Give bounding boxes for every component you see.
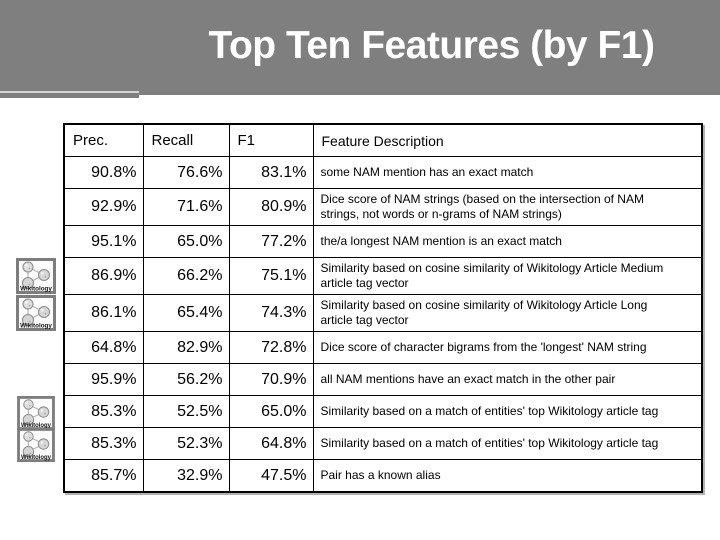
globe-node: [37, 405, 50, 418]
cell-precision: 95.9%: [63, 363, 144, 396]
wikitology-icon-label: Wikitology: [21, 454, 52, 460]
cell-feature-description: Dice score of NAM strings (based on the …: [312, 188, 703, 226]
cell-feature-description: the/a longest NAM mention is an exact ma…: [312, 225, 703, 258]
cell-recall: 65.4%: [142, 294, 230, 332]
cell-feature-description: Pair has a known alias: [312, 459, 703, 493]
table-row: 85.3% 52.3% 64.8% Similarity based on a …: [63, 427, 703, 460]
globe-node: [22, 413, 35, 425]
wikitology-icon-graphic: Wikitology: [17, 395, 55, 430]
cell-feature-description: some NAM mention has an exact match: [312, 156, 703, 189]
cell-precision: 95.1%: [63, 225, 144, 258]
table-row: 64.8% 82.9% 72.8% Dice score of characte…: [63, 331, 703, 364]
header-feature-description: Feature Description: [312, 123, 703, 157]
wikitology-icon: Wikitology: [16, 294, 56, 331]
features-table: Prec. Recall F1 Feature Description 90.8…: [63, 123, 703, 493]
cell-f1: 77.2%: [228, 225, 314, 258]
cell-f1: 72.8%: [228, 331, 314, 364]
cell-f1: 75.1%: [228, 257, 314, 295]
slide-title: Top Ten Features (by F1): [208, 24, 655, 67]
cell-recall: 65.0%: [142, 225, 230, 258]
table-row: 95.1% 65.0% 77.2% the/a longest NAM ment…: [63, 225, 703, 258]
globe-node: [22, 276, 34, 289]
cell-precision: 64.8%: [63, 331, 144, 364]
cell-recall: 52.3%: [142, 427, 230, 460]
globe-node: [22, 261, 34, 272]
accent-tab: [0, 95, 139, 98]
cell-f1: 64.8%: [228, 427, 314, 460]
globe-node: [23, 398, 34, 410]
cell-feature-description: all NAM mentions have an exact match in …: [312, 363, 703, 396]
cell-precision: 85.3%: [63, 427, 144, 460]
header-f1: F1: [228, 123, 314, 157]
globe-node: [23, 430, 34, 442]
table-row: 86.1% 65.4% 74.3% Similarity based on co…: [63, 294, 703, 332]
globe-node: [38, 305, 50, 318]
cell-precision: 90.8%: [63, 156, 144, 189]
cell-recall: 52.5%: [142, 395, 230, 428]
wikitology-icon-label: Wikitology: [20, 285, 52, 292]
cell-precision: 92.9%: [63, 188, 144, 226]
wikitology-icon-graphic: Wikitology: [16, 294, 56, 331]
wikitology-icon: Wikitology: [16, 257, 56, 294]
cell-f1: 74.3%: [228, 294, 314, 332]
header-recall: Recall: [142, 123, 230, 157]
cell-recall: 56.2%: [142, 363, 230, 396]
title-band: [0, 0, 720, 95]
globe-node: [38, 268, 50, 281]
cell-feature-description: Similarity based on cosine similarity of…: [312, 294, 703, 332]
cell-recall: 82.9%: [142, 331, 230, 364]
table-row: 90.8% 76.6% 83.1% some NAM mention has a…: [63, 156, 703, 189]
wikitology-icon-label: Wikitology: [21, 422, 52, 428]
table-row: 85.3% 52.5% 65.0% Similarity based on a …: [63, 395, 703, 428]
wikitology-icon-label: Wikitology: [20, 322, 52, 329]
cell-precision: 86.9%: [63, 257, 144, 295]
wikitology-icon: Wikitology: [16, 427, 56, 462]
cell-precision: 85.7%: [63, 459, 144, 493]
table-row: 95.9% 56.2% 70.9% all NAM mentions have …: [63, 363, 703, 396]
accent-line: [0, 91, 139, 93]
wikitology-icon: Wikitology: [16, 395, 56, 430]
header-prec: Prec.: [63, 123, 144, 157]
cell-f1: 47.5%: [228, 459, 314, 493]
cell-f1: 65.0%: [228, 395, 314, 428]
cell-f1: 83.1%: [228, 156, 314, 189]
table-row: 92.9% 71.6% 80.9% Dice score of NAM stri…: [63, 188, 703, 226]
cell-feature-description: Dice score of character bigrams from the…: [312, 331, 703, 364]
cell-feature-description: Similarity based on cosine similarity of…: [312, 257, 703, 295]
cell-recall: 66.2%: [142, 257, 230, 295]
cell-precision: 86.1%: [63, 294, 144, 332]
globe-node: [37, 437, 50, 450]
cell-feature-description: Similarity based on a match of entities'…: [312, 427, 703, 460]
cell-f1: 80.9%: [228, 188, 314, 226]
globe-node: [22, 298, 34, 309]
cell-recall: 32.9%: [142, 459, 230, 493]
globe-node: [22, 445, 35, 457]
wikitology-icon-graphic: Wikitology: [16, 257, 56, 294]
cell-recall: 76.6%: [142, 156, 230, 189]
table-row: 85.7% 32.9% 47.5% Pair has a known alias: [63, 459, 703, 493]
wikitology-icon-graphic: Wikitology: [17, 427, 55, 462]
table-row: 86.9% 66.2% 75.1% Similarity based on co…: [63, 257, 703, 295]
globe-node: [22, 313, 34, 326]
cell-f1: 70.9%: [228, 363, 314, 396]
cell-recall: 71.6%: [142, 188, 230, 226]
cell-feature-description: Similarity based on a match of entities'…: [312, 395, 703, 428]
table-header-row: Prec. Recall F1 Feature Description: [63, 123, 703, 157]
cell-precision: 85.3%: [63, 395, 144, 428]
